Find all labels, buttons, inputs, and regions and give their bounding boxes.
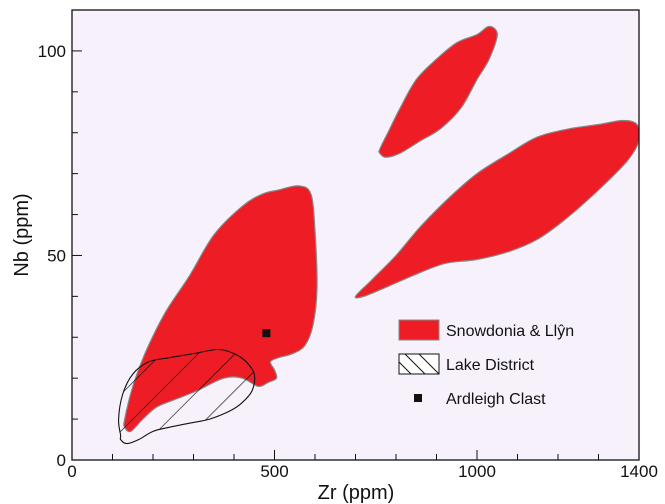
legend-swatch-ardleigh: [414, 394, 422, 402]
legend-swatch-lake-district: [398, 353, 440, 375]
lake-district-field-1: [118, 348, 256, 445]
ardleigh-clast-point: [262, 329, 271, 338]
data-fields: [118, 25, 639, 445]
legend-swatch-snowdonia: [398, 319, 440, 341]
y-tick-label: 0: [57, 451, 66, 470]
y-tick-label: 100: [38, 42, 66, 61]
y-axis-title: Nb (ppm): [11, 193, 33, 276]
x-axis: 0 500 1000 1400: [67, 450, 658, 481]
x-tick-label: 500: [260, 462, 288, 481]
legend: Snowdonia & Llŷn Lake District Ardleigh …: [398, 319, 574, 408]
x-tick-label: 0: [67, 462, 76, 481]
x-tick-label: 1000: [458, 462, 496, 481]
x-axis-title: Zr (ppm): [318, 482, 395, 504]
legend-label-snowdonia: Snowdonia & Llŷn: [446, 323, 574, 340]
snowdonia-field-2: [378, 25, 498, 158]
y-axis: 0 50 100: [38, 9, 82, 470]
x-tick-label: 1400: [620, 462, 658, 481]
snowdonia-field-3: [354, 119, 639, 299]
legend-label-ardleigh: Ardleigh Clast: [446, 391, 546, 408]
y-tick-label: 50: [47, 246, 66, 265]
data-points: [262, 329, 271, 338]
legend-label-lake-district: Lake District: [446, 357, 535, 374]
